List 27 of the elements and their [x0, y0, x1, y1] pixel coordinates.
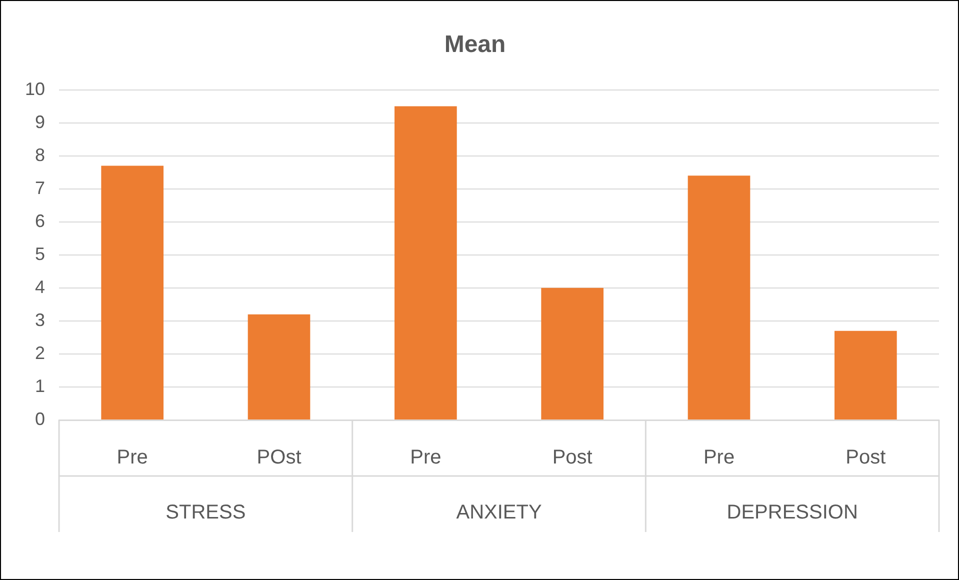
- x-tick-label: POst: [256, 446, 302, 469]
- y-tick-label: 9: [35, 112, 46, 132]
- y-tick-label: 6: [35, 210, 46, 231]
- x-tick-label: Pre: [116, 446, 148, 469]
- y-tick-label: 1: [35, 376, 46, 396]
- bar: [101, 166, 164, 420]
- bar: [688, 176, 750, 420]
- text: STRESS: [166, 502, 246, 524]
- x-tick-label: Pre: [410, 446, 442, 469]
- bar: [834, 330, 897, 420]
- x-tick-label: Post: [552, 446, 593, 469]
- bar: [541, 288, 604, 420]
- y-tick-label: 4: [35, 276, 46, 297]
- y-tick-label: 5: [35, 244, 46, 264]
- y-tick-label: 0: [35, 408, 46, 429]
- y-tick-label: 2: [35, 342, 46, 363]
- y-tick-label: 8: [35, 144, 46, 165]
- y-tick-label: 10: [24, 78, 46, 99]
- chart-title: Mean: [444, 31, 506, 58]
- bar: [394, 106, 457, 420]
- bar: [248, 314, 310, 420]
- text: DEPRESSION: [726, 502, 858, 524]
- y-tick-label: 3: [35, 310, 46, 330]
- y-tick-label: 7: [35, 178, 46, 198]
- text: ANXIETY: [456, 502, 542, 524]
- x-tick-label: Pre: [703, 446, 735, 469]
- x-tick-label: Post: [846, 446, 886, 469]
